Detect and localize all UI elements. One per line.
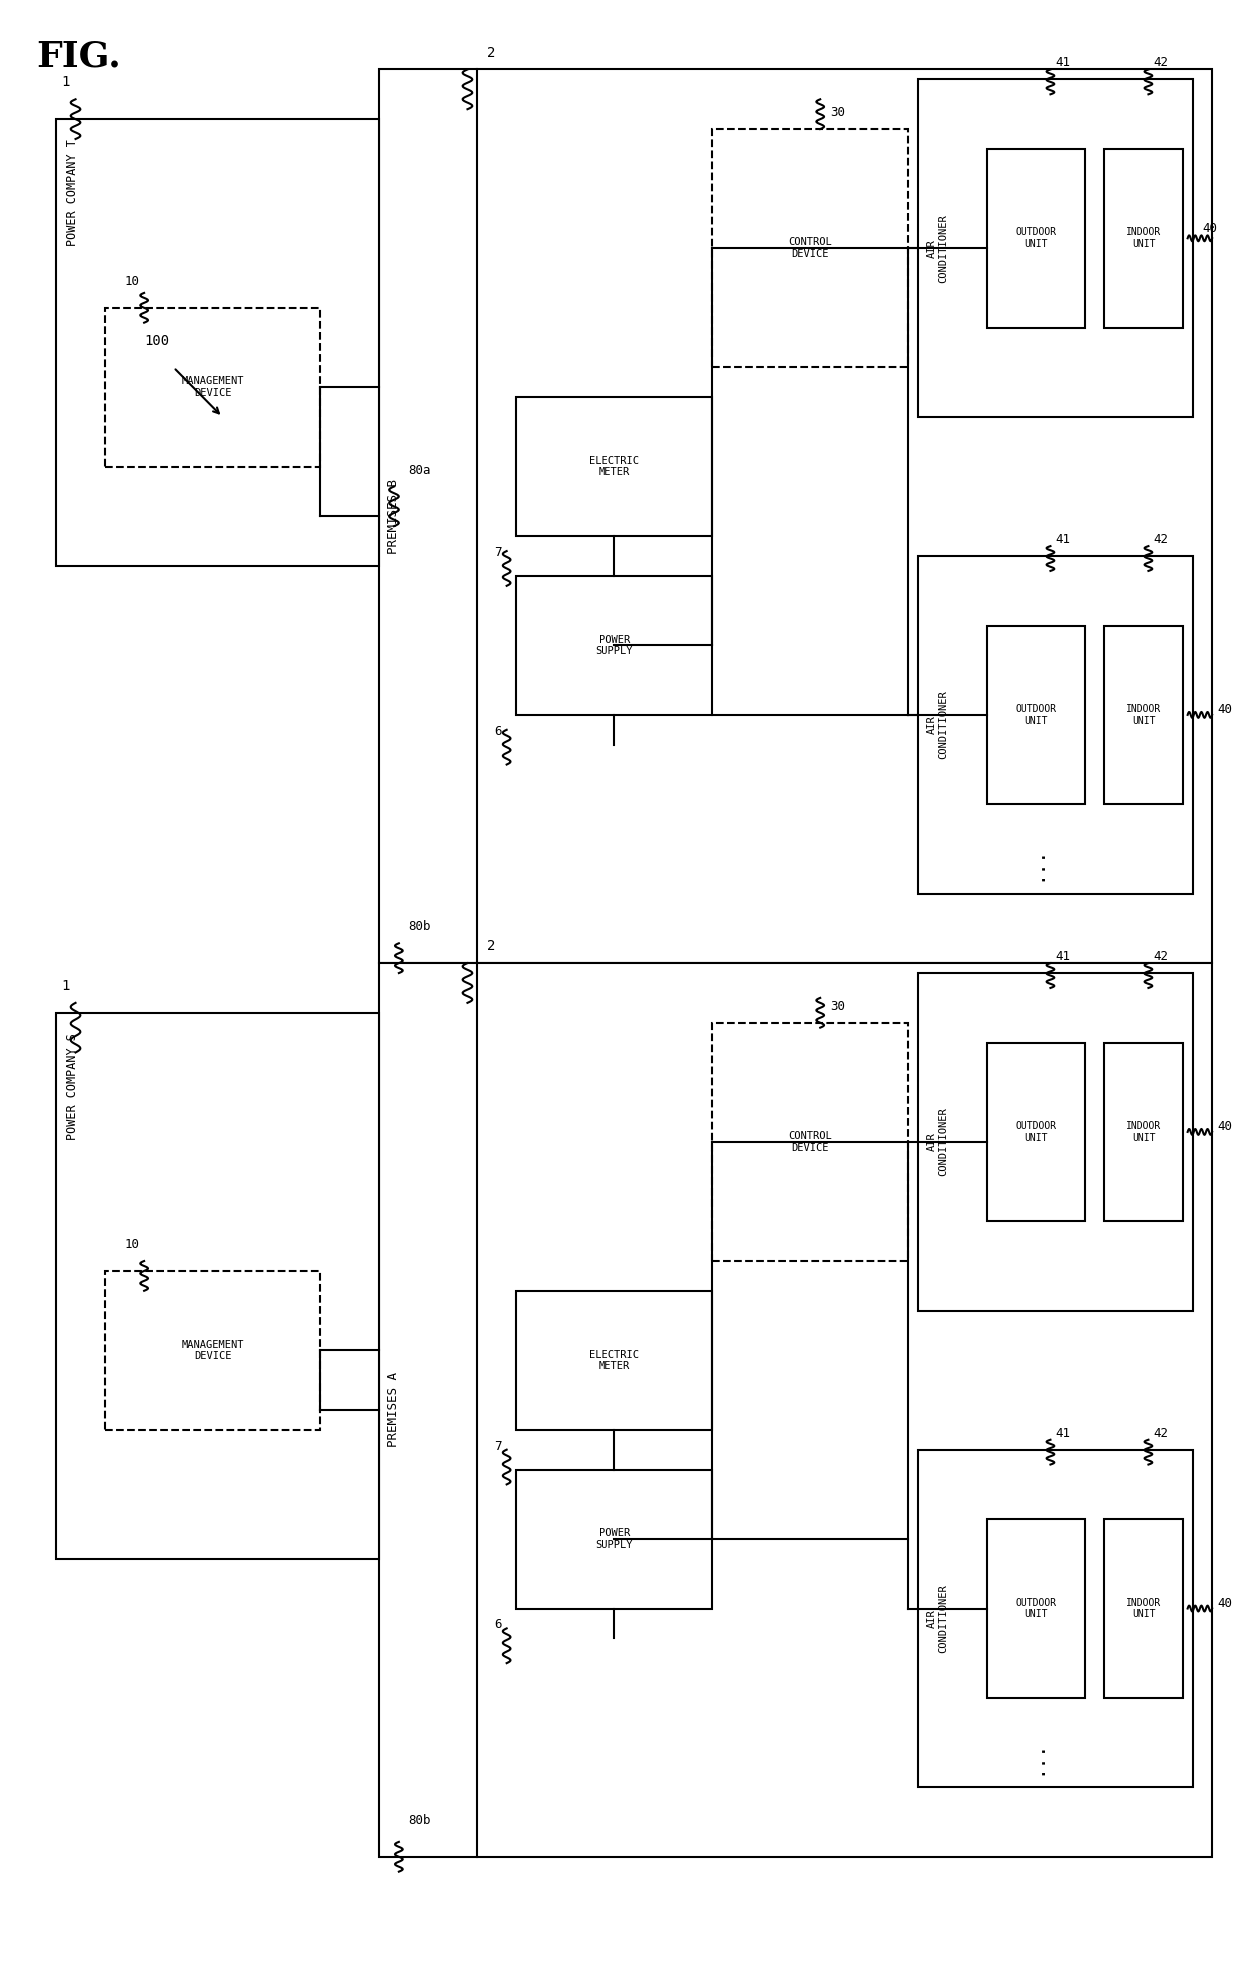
Bar bbox=[918, 79, 1193, 416]
Text: 42: 42 bbox=[1153, 950, 1168, 964]
Text: 1: 1 bbox=[61, 980, 69, 993]
Text: 80b: 80b bbox=[409, 1814, 432, 1828]
Text: CONTROL
DEVICE: CONTROL DEVICE bbox=[789, 1131, 832, 1152]
Bar bbox=[105, 1270, 320, 1429]
Text: 41: 41 bbox=[1055, 534, 1070, 546]
Bar bbox=[1105, 1519, 1183, 1698]
Bar bbox=[516, 575, 713, 715]
Text: 2: 2 bbox=[487, 45, 496, 59]
Text: INDOOR
UNIT: INDOOR UNIT bbox=[1126, 1121, 1161, 1142]
Bar bbox=[987, 626, 1085, 805]
Bar bbox=[713, 130, 909, 367]
Bar bbox=[1105, 149, 1183, 328]
Text: INDOOR
UNIT: INDOOR UNIT bbox=[1126, 705, 1161, 726]
Text: 7: 7 bbox=[495, 546, 502, 559]
Text: 40: 40 bbox=[1216, 703, 1233, 716]
Text: MANAGEMENT
DEVICE: MANAGEMENT DEVICE bbox=[181, 1339, 244, 1360]
Text: 41: 41 bbox=[1055, 57, 1070, 69]
Text: 42: 42 bbox=[1153, 57, 1168, 69]
Text: 2: 2 bbox=[487, 938, 496, 954]
Text: FIG.: FIG. bbox=[36, 39, 122, 75]
Text: AIR
CONDITIONER: AIR CONDITIONER bbox=[928, 1107, 949, 1176]
Text: POWER
SUPPLY: POWER SUPPLY bbox=[595, 634, 634, 656]
Text: POWER COMPANY T: POWER COMPANY T bbox=[66, 139, 78, 245]
Bar bbox=[713, 1023, 909, 1260]
Text: INDOOR
UNIT: INDOOR UNIT bbox=[1126, 1598, 1161, 1619]
Bar bbox=[987, 1042, 1085, 1221]
Text: POWER
SUPPLY: POWER SUPPLY bbox=[595, 1529, 634, 1551]
Text: CONTROL
DEVICE: CONTROL DEVICE bbox=[789, 238, 832, 259]
Bar bbox=[1105, 1042, 1183, 1221]
Text: INDOOR
UNIT: INDOOR UNIT bbox=[1126, 228, 1161, 249]
Bar bbox=[918, 974, 1193, 1311]
Text: AIR
CONDITIONER: AIR CONDITIONER bbox=[928, 691, 949, 760]
Bar bbox=[516, 397, 713, 536]
Bar bbox=[105, 308, 320, 467]
Text: 7: 7 bbox=[495, 1439, 502, 1453]
Bar bbox=[987, 1519, 1085, 1698]
Bar bbox=[516, 1292, 713, 1429]
Text: 1: 1 bbox=[61, 75, 69, 90]
Text: 41: 41 bbox=[1055, 950, 1070, 964]
Text: OUTDOOR
UNIT: OUTDOOR UNIT bbox=[1016, 1121, 1056, 1142]
Text: ELECTRIC
METER: ELECTRIC METER bbox=[589, 1349, 640, 1370]
Text: 30: 30 bbox=[830, 106, 844, 120]
Text: 40: 40 bbox=[1216, 1598, 1233, 1610]
Text: 40: 40 bbox=[1216, 1121, 1233, 1133]
Text: POWER COMPANY S: POWER COMPANY S bbox=[66, 1033, 78, 1139]
Bar bbox=[1105, 626, 1183, 805]
Bar bbox=[516, 1470, 713, 1608]
Text: MANAGEMENT
DEVICE: MANAGEMENT DEVICE bbox=[181, 377, 244, 398]
Text: 6: 6 bbox=[495, 724, 502, 738]
Text: ELECTRIC
METER: ELECTRIC METER bbox=[589, 455, 640, 477]
Text: 41: 41 bbox=[1055, 1427, 1070, 1439]
Text: OUTDOOR
UNIT: OUTDOOR UNIT bbox=[1016, 1598, 1056, 1619]
Text: 10: 10 bbox=[124, 275, 140, 289]
Text: 80a: 80a bbox=[409, 463, 432, 477]
Text: AIR
CONDITIONER: AIR CONDITIONER bbox=[928, 1584, 949, 1653]
Text: OUTDOOR
UNIT: OUTDOOR UNIT bbox=[1016, 228, 1056, 249]
Bar bbox=[987, 149, 1085, 328]
Text: 40: 40 bbox=[1203, 222, 1218, 236]
Bar bbox=[56, 1013, 379, 1559]
Bar bbox=[379, 964, 1213, 1857]
Text: PREMISES B: PREMISES B bbox=[387, 479, 401, 554]
Text: OUTDOOR
UNIT: OUTDOOR UNIT bbox=[1016, 705, 1056, 726]
Text: 100: 100 bbox=[144, 334, 169, 347]
Text: 80b: 80b bbox=[409, 921, 432, 932]
Bar bbox=[56, 120, 379, 565]
Bar bbox=[918, 1449, 1193, 1786]
Bar bbox=[379, 69, 1213, 964]
Bar bbox=[918, 556, 1193, 893]
Text: PREMISES A: PREMISES A bbox=[387, 1372, 401, 1447]
Text: 6: 6 bbox=[495, 1618, 502, 1631]
Text: ...: ... bbox=[1027, 846, 1045, 881]
Text: 30: 30 bbox=[830, 999, 844, 1013]
Text: 10: 10 bbox=[124, 1239, 140, 1250]
Text: 42: 42 bbox=[1153, 1427, 1168, 1439]
Text: AIR
CONDITIONER: AIR CONDITIONER bbox=[928, 214, 949, 283]
Text: ...: ... bbox=[1027, 1739, 1045, 1775]
Text: 42: 42 bbox=[1153, 534, 1168, 546]
